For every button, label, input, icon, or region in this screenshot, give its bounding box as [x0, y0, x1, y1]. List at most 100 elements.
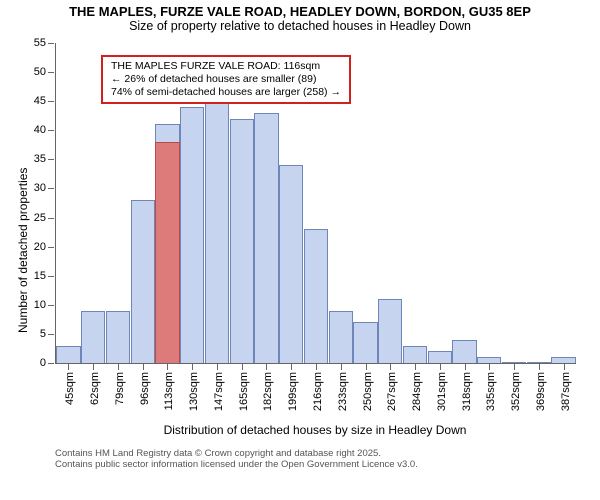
- x-tick-label: 182sqm: [262, 372, 274, 411]
- y-tick-label: 45: [34, 95, 46, 107]
- x-tick: [564, 364, 565, 370]
- y-tick-label: 10: [34, 299, 46, 311]
- x-tick-label: 267sqm: [386, 372, 398, 411]
- x-tick: [167, 364, 168, 370]
- x-tick-label: 165sqm: [238, 372, 250, 411]
- x-tick: [266, 364, 267, 370]
- x-tick: [341, 364, 342, 370]
- page-title: THE MAPLES, FURZE VALE ROAD, HEADLEY DOW…: [0, 4, 600, 19]
- x-tick-label: 318sqm: [461, 372, 473, 411]
- x-tick: [514, 364, 515, 370]
- plot-area: 051015202530354045505545sqm62sqm79sqm96s…: [55, 43, 576, 364]
- histogram-bar: [378, 299, 402, 363]
- histogram-bar: [304, 229, 328, 363]
- callout-box: THE MAPLES FURZE VALE ROAD: 116sqm← 26% …: [101, 55, 351, 104]
- histogram-bar: [477, 357, 501, 363]
- x-tick: [242, 364, 243, 370]
- x-tick: [415, 364, 416, 370]
- histogram-bar: [81, 311, 105, 363]
- histogram-bar: [403, 346, 427, 363]
- callout-line: 74% of semi-detached houses are larger (…: [111, 86, 341, 99]
- y-tick: [48, 159, 54, 160]
- histogram-bar: [279, 165, 303, 363]
- x-tick-label: 113sqm: [163, 372, 175, 410]
- highlight-bar: [155, 142, 179, 363]
- x-tick-label: 301sqm: [436, 372, 448, 411]
- y-tick-label: 15: [34, 270, 46, 282]
- x-tick-label: 250sqm: [362, 372, 374, 411]
- x-tick: [465, 364, 466, 370]
- y-tick-label: 40: [34, 124, 46, 136]
- histogram-bar: [353, 322, 377, 363]
- y-tick: [48, 334, 54, 335]
- y-tick: [48, 188, 54, 189]
- x-tick-label: 284sqm: [411, 372, 423, 411]
- x-tick-label: 216sqm: [312, 372, 324, 411]
- histogram-bar: [180, 107, 204, 363]
- histogram-bar: [551, 357, 575, 363]
- x-tick: [316, 364, 317, 370]
- y-tick-label: 20: [34, 241, 46, 253]
- y-tick-label: 25: [34, 212, 46, 224]
- y-tick-label: 30: [34, 182, 46, 194]
- y-tick: [48, 305, 54, 306]
- x-tick-label: 352sqm: [510, 372, 522, 411]
- histogram-bar: [230, 119, 254, 363]
- x-tick-label: 387sqm: [560, 372, 572, 411]
- x-tick-label: 62sqm: [89, 372, 101, 405]
- histogram-bar: [56, 346, 80, 363]
- x-tick: [291, 364, 292, 370]
- y-tick: [48, 247, 54, 248]
- x-tick-label: 369sqm: [535, 372, 547, 411]
- histogram-bar: [452, 340, 476, 363]
- histogram-bar: [527, 362, 551, 363]
- footer-line-1: Contains HM Land Registry data © Crown c…: [55, 448, 418, 459]
- callout-line: THE MAPLES FURZE VALE ROAD: 116sqm: [111, 60, 341, 73]
- histogram-bar: [131, 200, 155, 363]
- x-axis-label: Distribution of detached houses by size …: [55, 423, 575, 437]
- x-tick: [440, 364, 441, 370]
- x-tick: [143, 364, 144, 370]
- x-tick: [192, 364, 193, 370]
- x-tick-label: 96sqm: [139, 372, 151, 405]
- x-tick-label: 147sqm: [213, 372, 225, 411]
- x-tick: [217, 364, 218, 370]
- histogram-bar: [205, 95, 229, 363]
- x-tick-label: 130sqm: [188, 372, 200, 411]
- footer: Contains HM Land Registry data © Crown c…: [55, 448, 418, 471]
- x-tick: [118, 364, 119, 370]
- x-tick: [366, 364, 367, 370]
- chart-container: Number of detached properties 0510152025…: [0, 38, 600, 458]
- histogram-bar: [502, 362, 526, 363]
- y-tick: [48, 43, 54, 44]
- x-tick-label: 79sqm: [114, 372, 126, 405]
- y-tick-label: 55: [34, 37, 46, 49]
- page-subtitle: Size of property relative to detached ho…: [0, 19, 600, 33]
- x-tick: [68, 364, 69, 370]
- histogram-bar: [428, 351, 452, 363]
- footer-line-2: Contains public sector information licen…: [55, 459, 418, 470]
- histogram-bar: [106, 311, 130, 363]
- histogram-bar: [254, 113, 278, 363]
- x-tick: [539, 364, 540, 370]
- x-tick: [390, 364, 391, 370]
- y-tick: [48, 101, 54, 102]
- y-tick-label: 5: [40, 328, 46, 340]
- y-tick-label: 0: [40, 357, 46, 369]
- y-tick-label: 35: [34, 153, 46, 165]
- y-tick-label: 50: [34, 66, 46, 78]
- histogram-bar: [329, 311, 353, 363]
- y-tick: [48, 218, 54, 219]
- x-tick: [489, 364, 490, 370]
- y-tick: [48, 276, 54, 277]
- header: THE MAPLES, FURZE VALE ROAD, HEADLEY DOW…: [0, 0, 600, 33]
- callout-line: ← 26% of detached houses are smaller (89…: [111, 73, 341, 86]
- x-tick-label: 335sqm: [485, 372, 497, 411]
- x-tick-label: 233sqm: [337, 372, 349, 411]
- x-tick-label: 199sqm: [287, 372, 299, 411]
- x-tick: [93, 364, 94, 370]
- y-tick: [48, 363, 54, 364]
- y-axis-label: Number of detached properties: [16, 168, 30, 333]
- x-tick-label: 45sqm: [64, 372, 76, 405]
- y-tick: [48, 72, 54, 73]
